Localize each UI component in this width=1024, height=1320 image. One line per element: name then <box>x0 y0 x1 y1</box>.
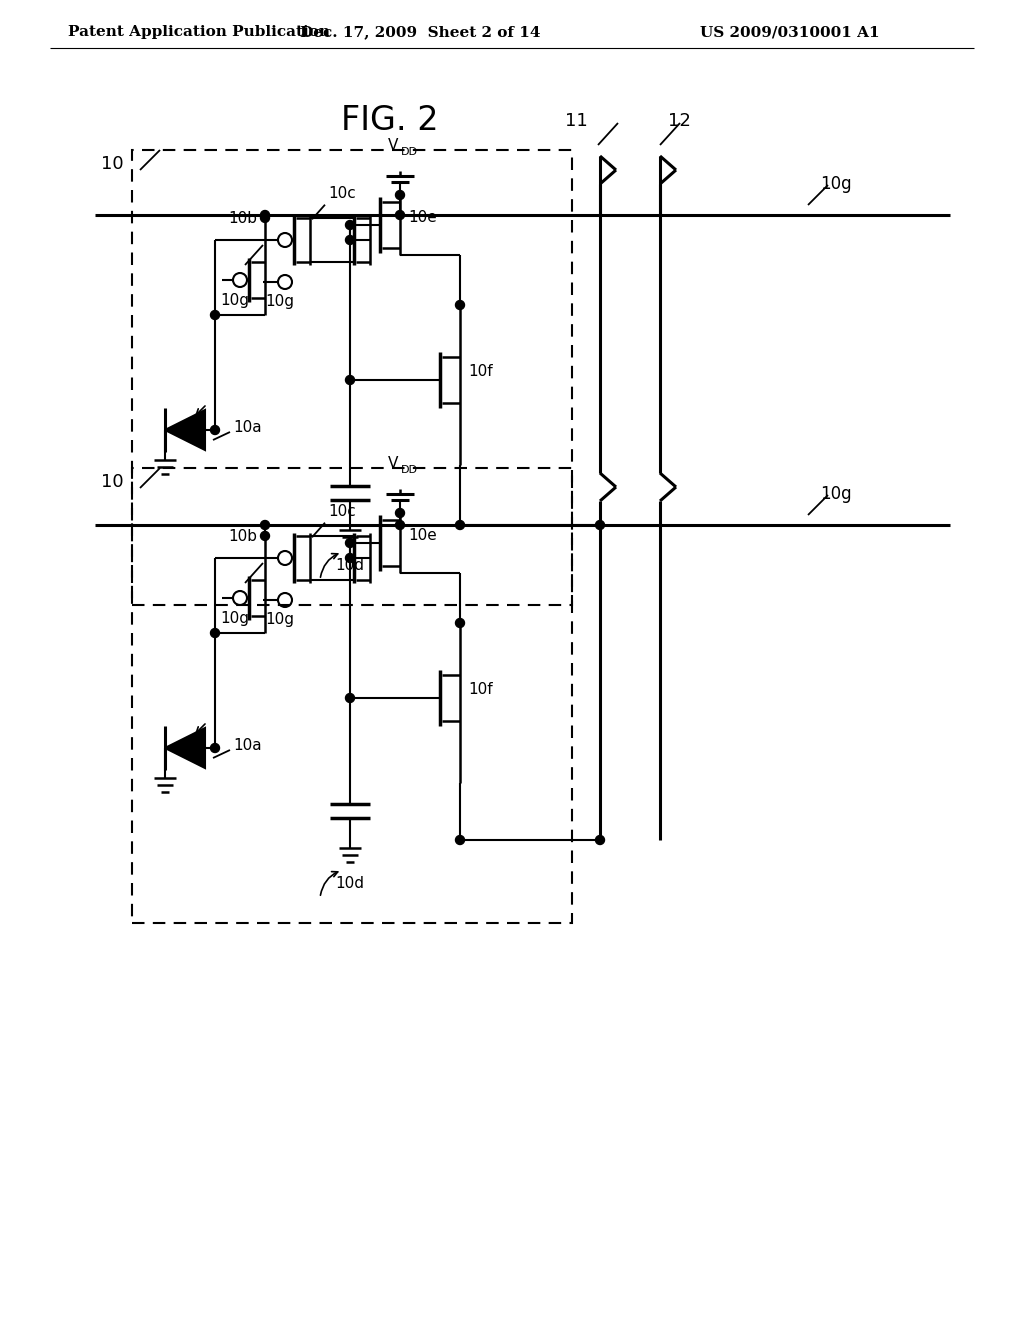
Polygon shape <box>165 729 205 768</box>
Text: V: V <box>388 455 398 471</box>
Circle shape <box>456 836 465 845</box>
Circle shape <box>456 619 465 627</box>
Circle shape <box>260 210 269 219</box>
Text: 10g: 10g <box>220 293 250 308</box>
Circle shape <box>211 628 219 638</box>
Text: 10e: 10e <box>408 528 437 543</box>
Text: Patent Application Publication: Patent Application Publication <box>68 25 330 40</box>
Text: 10b: 10b <box>228 529 257 544</box>
Circle shape <box>345 693 354 702</box>
Text: 10: 10 <box>101 473 124 491</box>
Text: 10a: 10a <box>233 421 261 436</box>
Circle shape <box>260 520 269 529</box>
Circle shape <box>395 520 404 529</box>
Circle shape <box>211 743 219 752</box>
Circle shape <box>345 539 354 548</box>
Text: 10a: 10a <box>233 738 261 754</box>
Bar <box>132 150 572 605</box>
Circle shape <box>596 520 604 529</box>
Circle shape <box>345 553 354 562</box>
Text: 12: 12 <box>668 112 691 129</box>
Text: 10g: 10g <box>820 176 852 193</box>
Text: 10f: 10f <box>468 682 493 697</box>
Circle shape <box>395 508 404 517</box>
Text: FIG. 2: FIG. 2 <box>341 103 439 136</box>
Text: 10g: 10g <box>265 294 295 309</box>
Text: 10c: 10c <box>328 504 355 519</box>
Circle shape <box>395 210 404 219</box>
Text: 10: 10 <box>101 154 124 173</box>
Text: 10f: 10f <box>468 364 493 380</box>
Circle shape <box>211 310 219 319</box>
Text: 10d: 10d <box>336 558 365 573</box>
Text: 10b: 10b <box>228 211 257 226</box>
Circle shape <box>345 235 354 244</box>
Text: 10c: 10c <box>328 186 355 201</box>
Circle shape <box>345 220 354 230</box>
Text: 10g: 10g <box>220 611 250 626</box>
Text: DD: DD <box>401 465 418 475</box>
Text: DD: DD <box>401 147 418 157</box>
Text: 10e: 10e <box>408 210 437 224</box>
Bar <box>132 469 572 923</box>
Text: 10g: 10g <box>820 484 852 503</box>
Circle shape <box>345 375 354 384</box>
Text: Dec. 17, 2009  Sheet 2 of 14: Dec. 17, 2009 Sheet 2 of 14 <box>300 25 541 40</box>
Text: 10d: 10d <box>336 876 365 891</box>
Circle shape <box>596 836 604 845</box>
Circle shape <box>456 520 465 529</box>
Text: 10g: 10g <box>265 612 295 627</box>
Polygon shape <box>165 411 205 450</box>
Text: 11: 11 <box>565 112 588 129</box>
Circle shape <box>456 301 465 309</box>
Text: US 2009/0310001 A1: US 2009/0310001 A1 <box>700 25 880 40</box>
Text: V: V <box>388 139 398 153</box>
Circle shape <box>260 532 269 540</box>
Circle shape <box>211 425 219 434</box>
Circle shape <box>260 214 269 223</box>
Circle shape <box>395 190 404 199</box>
